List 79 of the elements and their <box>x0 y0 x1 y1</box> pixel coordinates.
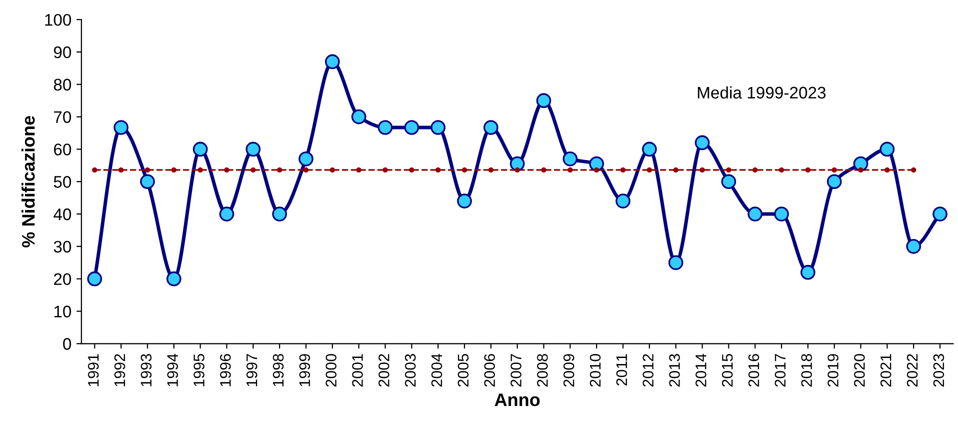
x-tick-label: 1992 <box>114 354 126 386</box>
y-tick-label: 40 <box>54 208 72 220</box>
point <box>541 167 546 173</box>
x-tick-label: 1999 <box>299 354 310 386</box>
x-tick-label: 2005 <box>458 354 469 387</box>
point <box>832 167 837 173</box>
x-axis-title: Anno <box>494 394 540 406</box>
x-tick-label: 1996 <box>220 354 231 386</box>
x-tick-label: 1998 <box>272 354 284 386</box>
point <box>198 167 203 173</box>
x-tick-label: 2022 <box>906 354 918 387</box>
point <box>118 167 124 173</box>
x-tick-label: 2015 <box>722 354 733 387</box>
x-tick-label: 2010 <box>590 354 601 387</box>
x-tick-label: 2006 <box>484 354 496 387</box>
point <box>805 167 811 173</box>
y-tick-label: 30 <box>54 240 72 253</box>
x-tick-label: 2001 <box>352 354 363 387</box>
point <box>858 167 864 173</box>
point <box>92 167 98 173</box>
point <box>462 167 468 173</box>
x-tick-label: 2009 <box>563 354 574 387</box>
point <box>752 167 758 173</box>
annotation: Media 1999-2023 <box>698 86 826 99</box>
point <box>673 167 678 173</box>
y-tick-label: 10 <box>54 306 72 318</box>
point <box>409 167 414 173</box>
point <box>356 167 362 173</box>
point <box>778 167 784 173</box>
y-tick-label: 20 <box>54 273 72 286</box>
y-tick-label: 80 <box>54 78 72 91</box>
point <box>726 167 732 173</box>
point <box>382 167 388 173</box>
x-tick-label: 2007 <box>510 354 522 387</box>
x-tick-label: 2023 <box>933 354 944 387</box>
x-tick-label: 2004 <box>431 354 442 387</box>
point <box>171 167 176 173</box>
y-tick-label: 70 <box>54 111 72 123</box>
point <box>330 167 335 173</box>
y-tick-label: 60 <box>54 144 72 156</box>
x-tick-label: 2020 <box>854 354 865 387</box>
y-tick-label: 0 <box>63 338 72 350</box>
x-tick-label: 2014 <box>696 354 706 387</box>
point <box>700 167 705 173</box>
point <box>303 167 309 173</box>
x-tick-label: 2003 <box>404 354 416 387</box>
point <box>594 167 600 173</box>
x-tick-label: 2021 <box>880 354 892 387</box>
point <box>224 167 230 173</box>
x-tick-label: 2008 <box>537 354 548 387</box>
point <box>910 167 916 173</box>
y-tick-label: 50 <box>54 176 72 188</box>
x-tick-label: 2011 <box>616 354 628 386</box>
x-tick-label: 2013 <box>669 354 680 387</box>
point <box>276 167 282 173</box>
x-tick-label: 2019 <box>828 354 838 387</box>
point <box>568 167 573 173</box>
x-tick-label: 1991 <box>88 354 99 386</box>
x-tick-label: 1994 <box>167 354 178 386</box>
point <box>144 167 150 173</box>
point <box>514 167 520 173</box>
y-tick-label: 90 <box>54 46 72 58</box>
point <box>250 167 256 173</box>
x-tick-label: 2002 <box>378 354 390 387</box>
point <box>620 167 626 173</box>
y-axis-title: % Nidificazione <box>22 116 35 248</box>
point <box>646 167 652 173</box>
x-tick-label: 2018 <box>801 354 812 387</box>
point <box>488 167 494 173</box>
x-tick-label: 2000 <box>326 354 336 387</box>
point <box>435 167 441 173</box>
x-tick-label: 1997 <box>246 354 258 386</box>
x-tick-label: 1993 <box>140 354 152 386</box>
x-tick-label: 2012 <box>642 354 654 387</box>
point <box>884 167 890 173</box>
x-tick-label: 2016 <box>748 354 760 387</box>
x-tick-label: 2017 <box>774 354 786 387</box>
x-tick-label: 1995 <box>194 354 204 386</box>
y-tick-label: 100 <box>45 14 72 26</box>
